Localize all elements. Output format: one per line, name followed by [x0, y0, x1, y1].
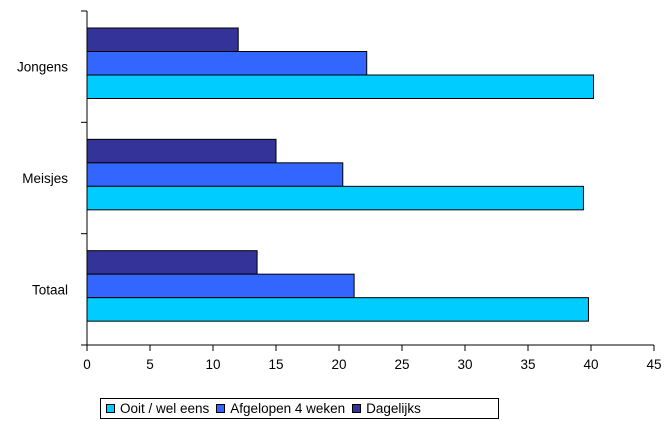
- axes-group: [81, 10, 655, 351]
- category-label-totaal: Totaal: [32, 282, 68, 297]
- legend-label-dagelijks: Dagelijks: [366, 401, 421, 416]
- legend-swatch-afgelopen: [216, 404, 226, 413]
- x-tick-label-15: 15: [268, 357, 283, 372]
- legend-item-dagelijks: Dagelijks: [352, 401, 421, 416]
- legend-swatch-dagelijks: [352, 404, 362, 413]
- bar-meisjes-1: [86, 162, 344, 187]
- labels-group: Jongens Meisjes Totaal 0 5 10 15 20 25 30 35 40 45: [17, 60, 662, 372]
- bar-totaal-2: [86, 297, 589, 322]
- category-label-meisjes: Meisjes: [22, 171, 68, 186]
- bar-totaal-0: [86, 250, 258, 275]
- bar-meisjes-2: [86, 185, 584, 211]
- x-tick-label-40: 40: [583, 357, 598, 372]
- legend-label-afgelopen: Afgelopen 4 weken: [230, 401, 346, 416]
- legend: Ooit / wel eens Afgelopen 4 weken Dageli…: [100, 398, 499, 419]
- x-tick-label-10: 10: [205, 357, 220, 372]
- x-tick-label-0: 0: [83, 357, 91, 372]
- x-tick-label-45: 45: [646, 357, 661, 372]
- bar-jongens-0: [86, 27, 239, 52]
- x-tick-label-20: 20: [331, 357, 346, 372]
- x-tick-label-5: 5: [146, 357, 154, 372]
- bars-group: [86, 27, 595, 322]
- bar-jongens-1: [86, 51, 368, 76]
- category-label-jongens: Jongens: [17, 60, 68, 75]
- x-tick-label-35: 35: [520, 357, 535, 372]
- legend-swatch-ooit: [106, 404, 115, 413]
- bar-totaal-1: [86, 273, 355, 299]
- legend-label-ooit: Ooit / wel eens: [120, 401, 210, 416]
- bar-jongens-2: [86, 74, 595, 99]
- x-tick-label-30: 30: [457, 357, 472, 372]
- legend-item-afgelopen: Afgelopen 4 weken: [216, 401, 345, 416]
- bar-meisjes-0: [86, 138, 277, 164]
- legend-item-ooit: Ooit / wel eens: [106, 401, 209, 416]
- x-tick-label-25: 25: [394, 357, 409, 372]
